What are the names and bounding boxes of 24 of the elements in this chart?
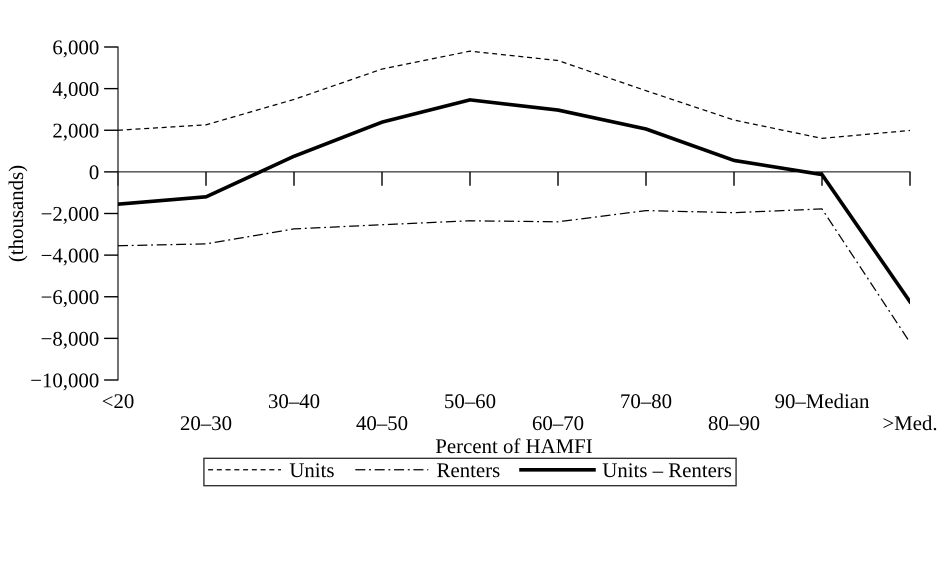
x-tick-label: 40–50 [356,416,408,430]
x-tick-label: 60–70 [532,416,584,430]
legend-label: Units [290,463,334,478]
y-tick-label: −4,000 [42,248,98,266]
legend-label: Units – Renters [602,463,732,478]
y-tick-label: 2,000 [53,124,98,141]
y-tick-label: 0 [90,165,98,180]
x-tick-label: 80–90 [708,416,760,430]
y-tick-label: −10,000 [31,373,98,390]
x-tick-label: 20–30 [180,416,232,430]
x-tick-label: 70–80 [621,394,672,408]
y-axis-title: (thousands) [8,166,28,262]
y-tick-label: −6,000 [42,290,98,308]
x-tick-label: 90–Median [775,394,870,408]
y-tick-label: −8,000 [42,332,98,349]
x-tick-label: 30–40 [268,394,320,408]
x-axis-title: Percent of HAMFI [436,438,592,454]
x-tick-label: 50–60 [445,394,496,408]
x-tick-label: <20 [102,394,134,408]
y-tick-label: −2,000 [42,206,98,224]
x-tick-label: >Med. [883,416,936,430]
legend-label: Renters [437,463,500,478]
y-tick-label: 4,000 [52,82,98,100]
y-tick-label: 6,000 [53,40,98,58]
